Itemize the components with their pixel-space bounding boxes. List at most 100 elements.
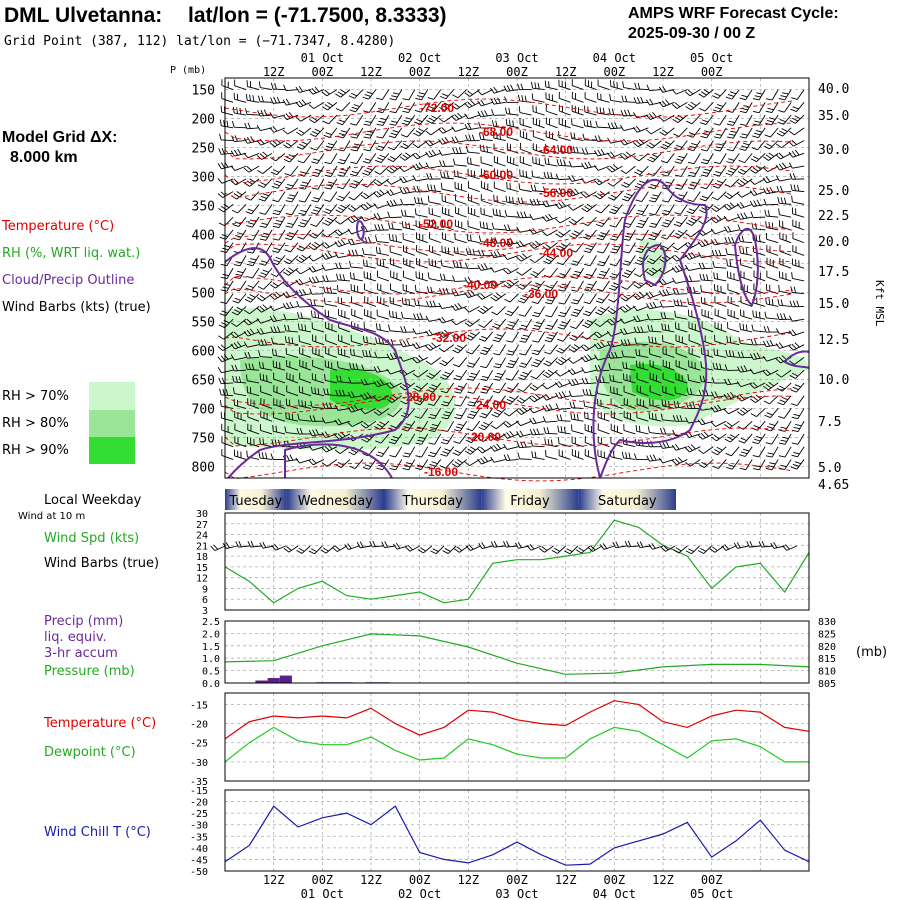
wind-barb-flag bbox=[412, 175, 417, 182]
wind-barb-flag bbox=[455, 147, 459, 154]
wind-barb-flag bbox=[661, 100, 667, 106]
wind-barb-flag bbox=[532, 417, 537, 424]
wind-barb-flag bbox=[444, 448, 451, 452]
wind-barb bbox=[390, 263, 402, 269]
wind-barb-flag bbox=[403, 426, 410, 429]
wind-barb-flag bbox=[259, 437, 261, 445]
wind-barb bbox=[779, 178, 792, 182]
wind-barb-flag bbox=[335, 209, 342, 214]
wind-barb bbox=[221, 125, 234, 129]
wind-barb bbox=[586, 204, 597, 213]
wind-barb bbox=[299, 329, 312, 333]
wind-barb bbox=[429, 213, 441, 218]
wind-barb-flag bbox=[414, 402, 421, 406]
wind-barb-flag bbox=[347, 207, 354, 212]
wind-barb-flag bbox=[219, 399, 222, 407]
wind-barb bbox=[393, 140, 403, 151]
wind-barb-flag bbox=[235, 541, 239, 548]
wind-barb-flag bbox=[467, 391, 474, 394]
wind-barb bbox=[511, 318, 519, 330]
wind-barb bbox=[402, 344, 415, 348]
wind-barb-flag bbox=[386, 200, 391, 207]
wind-barb-flag bbox=[269, 127, 275, 133]
wind-barb-flag bbox=[429, 106, 436, 110]
wind-barb-flag bbox=[230, 354, 235, 361]
wind-barb-flag bbox=[466, 365, 474, 368]
wind-barb-flag bbox=[781, 355, 787, 361]
wind-barb-flag bbox=[329, 286, 333, 294]
wind-barb bbox=[381, 446, 390, 457]
wind-barb-flag bbox=[325, 402, 329, 409]
wind-barb-flag bbox=[649, 213, 656, 216]
wind-barb-flag bbox=[493, 540, 498, 548]
legend-winds: Wind Barbs (kts) (true) bbox=[2, 300, 151, 315]
wind-barb-flag bbox=[623, 181, 630, 186]
wind-barb-flag bbox=[651, 542, 656, 549]
wind-barb-flag bbox=[633, 315, 638, 322]
wind-barb-flag bbox=[428, 372, 435, 377]
wind-barb-flag bbox=[286, 156, 293, 161]
wind-barb bbox=[560, 357, 571, 366]
wind-barb-flag bbox=[483, 346, 490, 350]
isotherm-label: -52.00 bbox=[419, 217, 453, 231]
wind-barb-flag bbox=[649, 302, 654, 309]
wind-barb-flag bbox=[490, 252, 495, 258]
wind-barb-flag bbox=[299, 222, 307, 225]
wind-barb bbox=[430, 357, 442, 365]
wind-barb-flag bbox=[555, 361, 562, 366]
wind-barb-flag bbox=[417, 197, 420, 204]
wind-barb-flag bbox=[700, 548, 707, 552]
wind-barb-flag bbox=[366, 202, 372, 208]
wind-barb-flag bbox=[543, 427, 547, 434]
wind-barb-flag bbox=[247, 285, 254, 289]
wind-barb-flag bbox=[376, 467, 383, 471]
wind-barb-flag bbox=[697, 434, 703, 440]
wind-barb-flag bbox=[259, 306, 265, 311]
wind-barb-flag bbox=[703, 89, 710, 94]
wind-barb bbox=[454, 140, 467, 144]
wind-barb bbox=[794, 357, 805, 365]
wind-barb bbox=[626, 178, 636, 188]
wind-barb-flag bbox=[412, 358, 418, 364]
wind-barb-flag bbox=[622, 306, 629, 312]
wind-barb-flag bbox=[503, 412, 510, 417]
wind-barb bbox=[589, 255, 597, 266]
wind-barb-flag bbox=[684, 447, 690, 453]
wind-barb bbox=[239, 229, 247, 241]
wind-barb-flag bbox=[506, 398, 513, 403]
wind-barb-flag bbox=[272, 126, 278, 132]
wind-barb-flag bbox=[779, 313, 783, 320]
wind-barb-flag bbox=[468, 134, 472, 141]
wind-barb-flag bbox=[373, 366, 378, 373]
wind-y-tick: 21 bbox=[196, 541, 208, 552]
wind-barb bbox=[311, 293, 324, 295]
wind-barb-flag bbox=[250, 540, 255, 547]
wind-barb bbox=[247, 344, 260, 348]
wind-barb bbox=[443, 344, 455, 353]
wind-barb bbox=[416, 152, 428, 160]
wind-barb-flag bbox=[373, 411, 380, 416]
wind-barb bbox=[587, 318, 597, 329]
wind-barb bbox=[290, 165, 299, 176]
wind-barb-flag bbox=[793, 286, 796, 293]
wind-barb bbox=[689, 446, 701, 453]
wind-barb-flag bbox=[736, 396, 742, 402]
wind-barb-flag bbox=[381, 541, 385, 548]
wind-barb bbox=[390, 289, 402, 295]
wind-barb-flag bbox=[445, 287, 449, 295]
wind-barb bbox=[312, 433, 325, 437]
wind-barb-flag bbox=[356, 541, 361, 548]
wind-barb bbox=[662, 353, 675, 358]
wind-barb-flag bbox=[674, 161, 681, 164]
wind-barb bbox=[689, 89, 701, 97]
windchill-panel: -15-20-25-30-35-40-45-50 bbox=[190, 786, 810, 878]
wind-barb-flag bbox=[545, 360, 552, 365]
wind-barb-flag bbox=[758, 311, 761, 319]
wind-barb bbox=[234, 442, 247, 448]
wind-barb bbox=[234, 404, 247, 409]
wind-barb-flag bbox=[213, 544, 219, 550]
wind-barb-flag bbox=[568, 379, 573, 386]
wind-barb-flag bbox=[793, 184, 796, 191]
wind-barb-flag bbox=[478, 338, 486, 342]
wind-barb bbox=[408, 89, 416, 101]
